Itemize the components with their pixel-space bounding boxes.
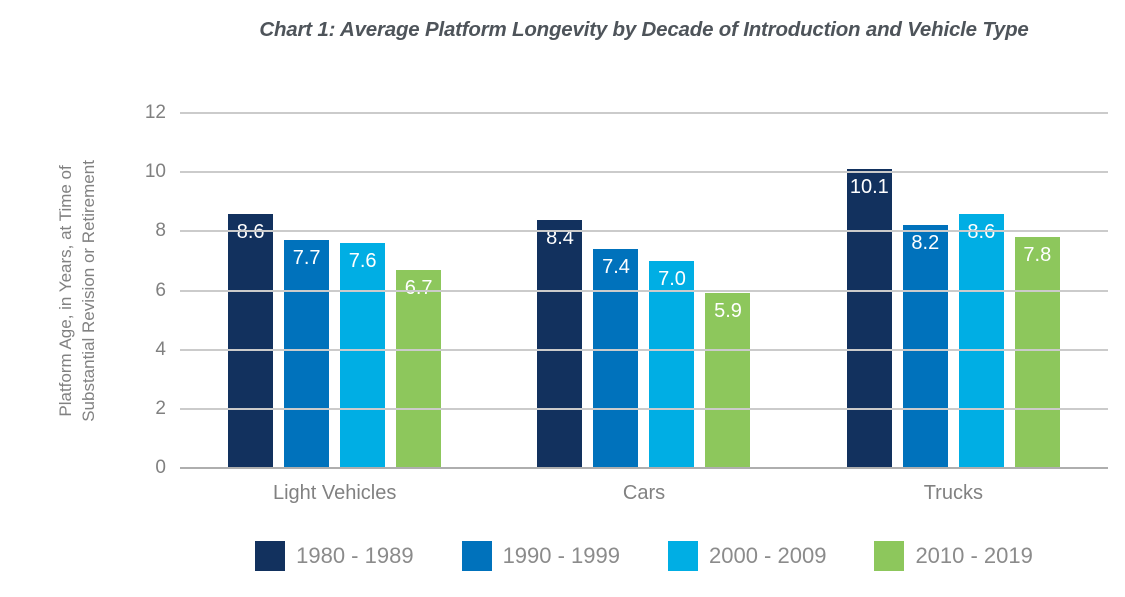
bars-row: 8.6 7.7 7.6 6.7 8.4 7.4 7.0 5.9 10.1 8.2 8.6 7.8 <box>180 113 1108 468</box>
y-tick-label-0: 0 <box>155 457 166 478</box>
bar-light-vehicles-2010-2019: 6.7 <box>396 269 442 468</box>
legend-label: 2010 - 2019 <box>915 543 1033 568</box>
legend-label: 1990 - 1999 <box>502 543 620 568</box>
bar-cars-1990-1999: 7.4 <box>593 249 639 468</box>
bar-value-label: 7.8 <box>1023 244 1052 267</box>
bar-value-label: 7.6 <box>348 250 377 273</box>
legend-item-1990-1999: 1990 - 1999 <box>461 541 620 571</box>
bar-trucks-2010-2019: 7.8 <box>1014 237 1060 468</box>
y-tick-label-8: 8 <box>155 220 166 242</box>
y-axis-label-line-2: Substantial Revision or Retirement <box>79 159 99 422</box>
y-tick-label-6: 6 <box>155 279 166 301</box>
y-axis-label-container: Platform Age, in Years, at Time of Subst… <box>18 113 138 468</box>
y-tick-label-2: 2 <box>155 397 166 419</box>
legend-swatch-icon <box>874 541 905 571</box>
legend-item-2000-2009: 2000 - 2009 <box>668 541 826 571</box>
bar-trucks-1980-1989: 10.1 <box>846 169 892 468</box>
bar-light-vehicles-1990-1999: 7.7 <box>284 240 330 468</box>
legend-item-2010-2019: 2010 - 2019 <box>874 541 1033 571</box>
legend-label: 1980 - 1989 <box>296 543 414 568</box>
bar-group-light-vehicles: 8.6 7.7 7.6 6.7 <box>228 113 442 468</box>
gridline-8 <box>180 230 1108 233</box>
legend-item-1980-1989: 1980 - 1989 <box>255 541 414 571</box>
y-tick-label-10: 10 <box>144 161 166 183</box>
gridline-12 <box>180 112 1108 114</box>
bar-cars-2010-2019: 5.9 <box>705 293 751 468</box>
bar-cars-2000-2009: 7.0 <box>649 260 695 468</box>
bar-trucks-2000-2009: 8.6 <box>958 213 1004 468</box>
bar-group-cars: 8.4 7.4 7.0 5.9 <box>537 113 751 468</box>
category-label-cars: Cars <box>622 482 666 504</box>
y-axis-label: Platform Age, in Years, at Time of Subst… <box>55 160 101 422</box>
x-axis-category-labels: Light Vehicles Cars Trucks <box>180 482 1108 505</box>
bar-value-label: 6.7 <box>404 276 433 299</box>
bar-trucks-1990-1999: 8.2 <box>902 225 948 468</box>
bar-value-label: 7.0 <box>658 267 686 290</box>
y-tick-label-12: 12 <box>144 102 166 123</box>
bar-value-label: 7.4 <box>602 256 630 279</box>
chart-title: Chart 1: Average Platform Longevity by D… <box>259 18 1029 41</box>
bar-light-vehicles-2000-2009: 7.6 <box>340 243 386 468</box>
gridline-4 <box>180 348 1108 351</box>
legend-swatch-icon <box>255 541 286 571</box>
y-axis-label-line-1: Platform Age, in Years, at Time of <box>56 164 76 417</box>
bar-cars-1980-1989: 8.4 <box>537 219 583 468</box>
category-label-trucks: Trucks <box>923 482 983 504</box>
bar-value-label: 7.7 <box>292 247 321 270</box>
plot-area: 8.6 7.7 7.6 6.7 8.4 7.4 7.0 5.9 10.1 8.2 8.6 7.8 0 2… <box>145 102 1108 478</box>
bar-group-trucks: 10.1 8.2 8.6 7.8 <box>846 113 1060 468</box>
bar-light-vehicles-1980-1989: 8.6 <box>228 213 274 468</box>
bar-value-label: 10.1 <box>849 176 889 199</box>
bar-value-label: 8.2 <box>911 232 940 255</box>
gridline-10 <box>180 171 1108 174</box>
y-tick-label-4: 4 <box>155 338 166 360</box>
gridline-6 <box>180 289 1108 292</box>
legend-label: 2000 - 2009 <box>709 543 827 568</box>
legend-swatch-icon <box>668 541 698 571</box>
category-label-light-vehicles: Light Vehicles <box>272 482 397 504</box>
legend: 1980 - 1989 1990 - 1999 2000 - 2009 2010 - … <box>180 541 1108 571</box>
x-axis-line <box>180 467 1108 469</box>
bar-value-label: 5.9 <box>714 300 742 323</box>
gridline-2 <box>180 407 1108 410</box>
legend-swatch-icon <box>461 541 492 571</box>
